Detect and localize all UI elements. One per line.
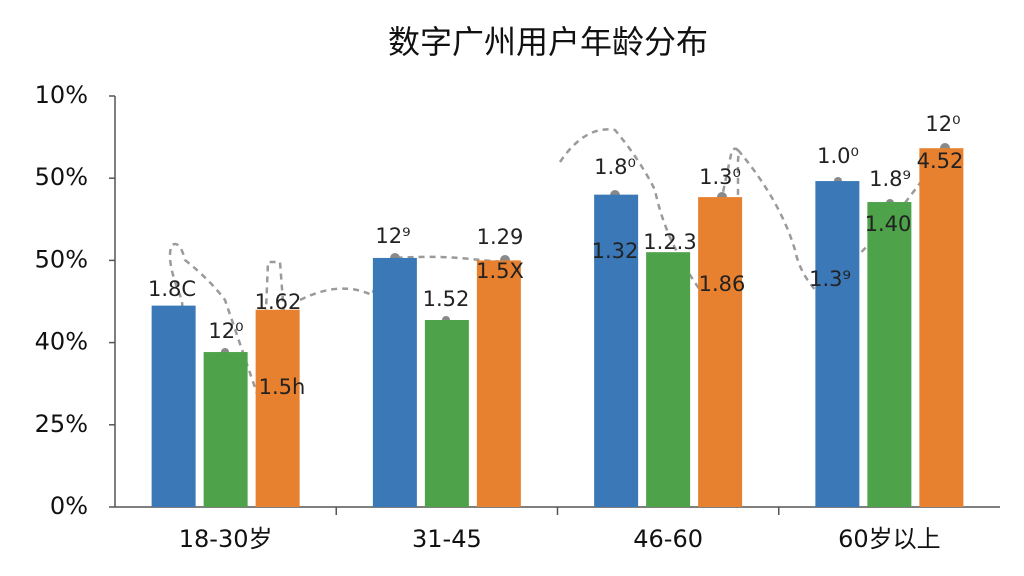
annotation: 12⁹: [375, 224, 410, 248]
annotation: 1.3⁰: [699, 165, 741, 189]
annotation: 1.32: [592, 239, 639, 263]
bar: [255, 309, 300, 507]
annotation: 1.86: [699, 272, 746, 296]
bar: [372, 257, 417, 507]
y-tick-label: 50%: [35, 163, 88, 191]
y-tick-label: 0%: [50, 492, 88, 520]
x-tick-label: 46-60: [633, 525, 703, 553]
annotation: 1.8⁹: [869, 167, 911, 191]
bar: [698, 197, 743, 507]
annotation: 1.40: [865, 212, 912, 236]
annotation: 1.5X: [476, 259, 524, 283]
bar: [424, 319, 469, 507]
bar: [646, 252, 691, 507]
bar: [919, 148, 964, 507]
chart-title: 数字广州用户年龄分布: [388, 23, 708, 61]
annotation: 1.8C: [148, 277, 196, 301]
annotation: 4.52: [917, 149, 964, 173]
x-tick-label: 18-30岁: [179, 525, 273, 553]
bar: [151, 305, 196, 507]
annotation: 1.62: [255, 290, 302, 314]
bar: [867, 202, 912, 507]
y-tick-label: 25%: [35, 410, 88, 438]
y-tick-label: 50%: [35, 245, 88, 273]
annotation: 1.3⁹: [809, 267, 851, 291]
annotation: 12⁰: [925, 112, 960, 136]
annotation: 1.29: [477, 225, 524, 249]
bar: [815, 181, 860, 507]
annotation: 1.52: [423, 287, 470, 311]
annotation: 1.5h: [259, 375, 306, 399]
annotation: 1.2.3: [643, 230, 696, 254]
annotation: 1.8⁰: [594, 155, 636, 179]
y-tick-label: 40%: [35, 328, 88, 356]
bar: [203, 352, 248, 507]
annotation: 12⁰: [208, 319, 243, 343]
bar: [476, 260, 521, 507]
bar: [594, 194, 639, 507]
x-tick-label: 60岁以上: [838, 525, 941, 553]
y-tick-label: 10%: [35, 81, 88, 109]
x-tick-label: 31-45: [412, 525, 482, 553]
annotation: 1.0⁰: [817, 144, 859, 168]
